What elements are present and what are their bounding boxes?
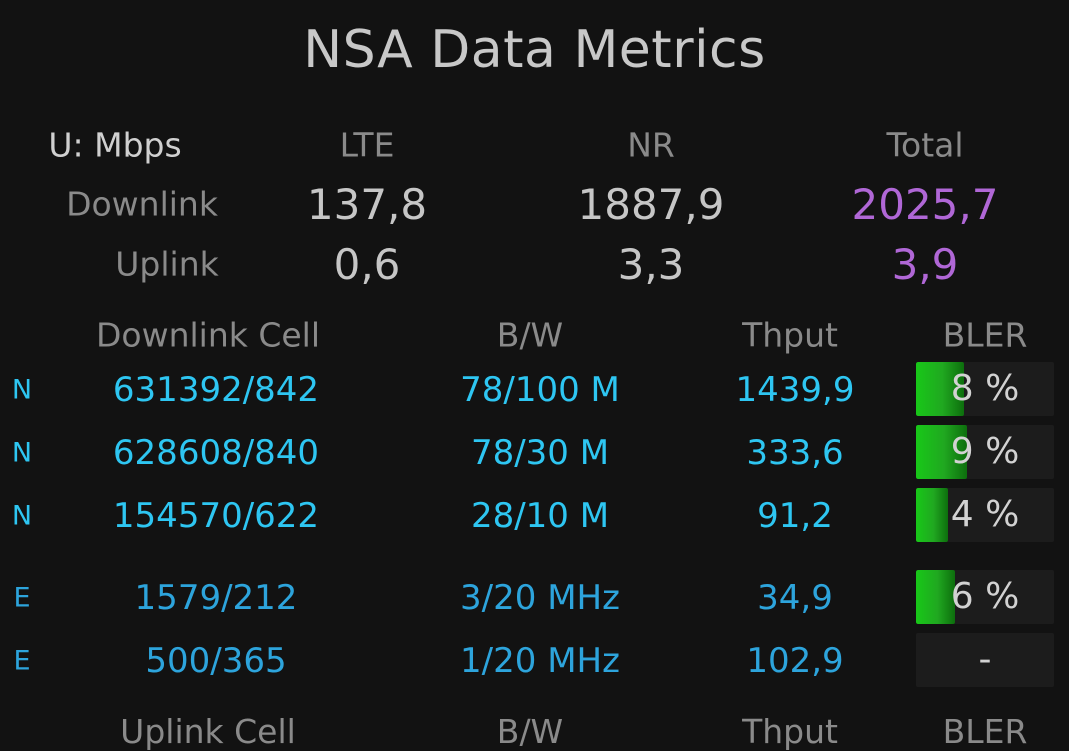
bler-meter: 4 % bbox=[916, 488, 1054, 542]
bler-value: 8 % bbox=[950, 368, 1020, 409]
header-uplink-bler: BLER bbox=[942, 712, 1028, 751]
tech-tag: N bbox=[11, 437, 33, 469]
bler-meter: 9 % bbox=[916, 425, 1054, 479]
bandwidth: 78/30 M bbox=[470, 433, 610, 473]
throughput: 1439,9 bbox=[735, 370, 855, 410]
bler-value: 6 % bbox=[950, 576, 1020, 617]
bler-fill-bar bbox=[916, 570, 955, 624]
throughput: 91,2 bbox=[757, 496, 833, 536]
bler-meter: 8 % bbox=[916, 362, 1054, 416]
bler-fill-bar bbox=[916, 488, 948, 542]
downlink-lte-value: 137,8 bbox=[306, 180, 428, 229]
tech-tag: E bbox=[13, 645, 31, 677]
header-uplink-thput: Thput bbox=[742, 712, 838, 751]
row-label-downlink: Downlink bbox=[66, 184, 218, 224]
unit-label: U: Mbps bbox=[48, 125, 182, 165]
header-bw: B/W bbox=[496, 315, 564, 355]
throughput: 333,6 bbox=[746, 433, 844, 473]
bler-value: 9 % bbox=[950, 431, 1020, 472]
bler-meter: - bbox=[916, 633, 1054, 687]
tech-tag: E bbox=[13, 582, 31, 614]
uplink-total-value: 3,9 bbox=[891, 240, 959, 289]
row-label-uplink: Uplink bbox=[115, 244, 219, 284]
page-title: NSA Data Metrics bbox=[303, 20, 766, 80]
header-bler: BLER bbox=[942, 315, 1028, 355]
bandwidth: 3/20 MHz bbox=[460, 578, 620, 618]
bler-value: - bbox=[978, 639, 992, 680]
uplink-lte-value: 0,6 bbox=[333, 240, 401, 289]
tech-tag: N bbox=[11, 374, 33, 406]
bler-meter: 6 % bbox=[916, 570, 1054, 624]
throughput: 102,9 bbox=[746, 641, 844, 681]
cell-id: 154570/622 bbox=[112, 496, 320, 536]
downlink-nr-value: 1887,9 bbox=[577, 180, 725, 229]
bler-value: 4 % bbox=[950, 494, 1020, 535]
header-lte: LTE bbox=[339, 125, 395, 165]
header-downlink-cell: Downlink Cell bbox=[95, 315, 321, 355]
downlink-total-value: 2025,7 bbox=[851, 180, 999, 229]
cell-id: 1579/212 bbox=[134, 578, 298, 618]
bler-fill-bar bbox=[916, 362, 965, 416]
bandwidth: 1/20 MHz bbox=[460, 641, 620, 681]
tech-tag: N bbox=[11, 500, 33, 532]
bandwidth: 78/100 M bbox=[460, 370, 620, 410]
header-thput: Thput bbox=[742, 315, 838, 355]
cell-id: 631392/842 bbox=[112, 370, 320, 410]
cell-id: 500/365 bbox=[145, 641, 287, 681]
bandwidth: 28/10 M bbox=[470, 496, 610, 536]
header-uplink-bw: B/W bbox=[496, 712, 564, 751]
cell-id: 628608/840 bbox=[112, 433, 320, 473]
header-uplink-cell: Uplink Cell bbox=[120, 712, 296, 751]
header-nr: NR bbox=[627, 125, 675, 165]
throughput: 34,9 bbox=[757, 578, 833, 618]
uplink-nr-value: 3,3 bbox=[617, 240, 685, 289]
header-total: Total bbox=[886, 125, 964, 165]
bler-fill-bar bbox=[916, 425, 968, 479]
